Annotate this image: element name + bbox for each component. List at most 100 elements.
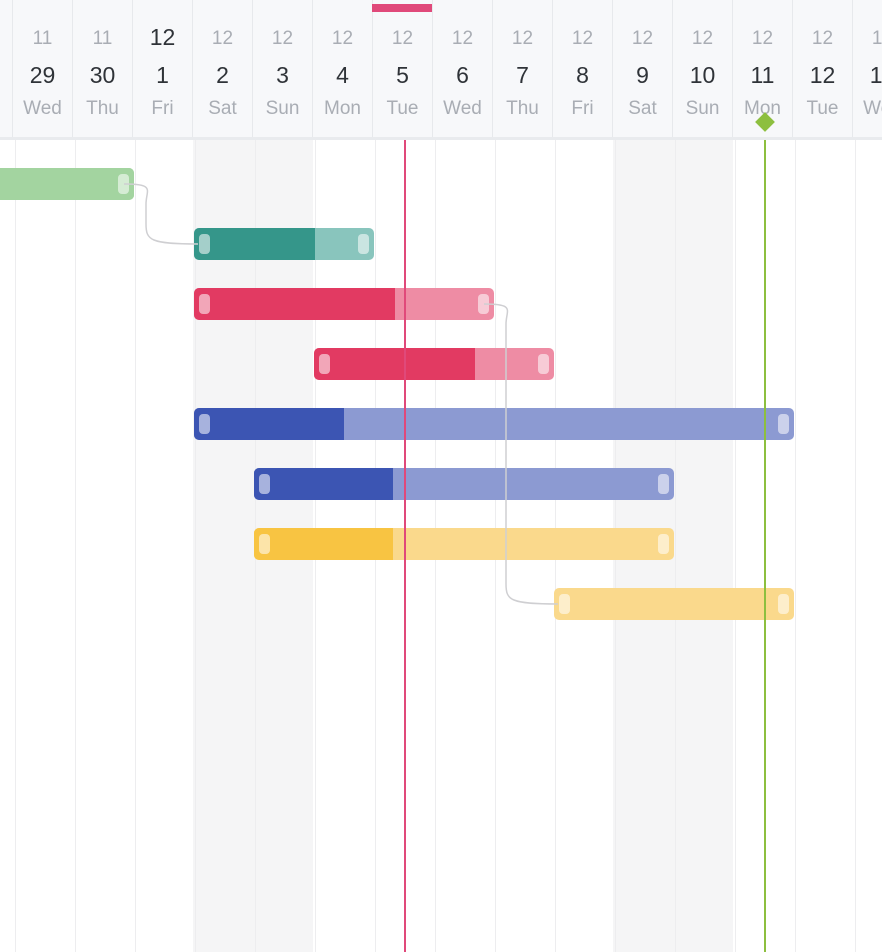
month-label: 12 — [691, 28, 714, 49]
task-bar[interactable] — [0, 168, 134, 200]
weekday-label: Fri — [151, 98, 174, 119]
month-label: 11 — [92, 28, 113, 49]
day-column-12-6: 12 6 Wed — [432, 0, 492, 137]
weekday-label: Thu — [506, 98, 539, 119]
day-column-12-7: 12 7 Thu — [492, 0, 552, 137]
weekday-label: Sat — [208, 98, 237, 119]
task-progress-fill — [254, 468, 393, 500]
day-column-12-3: 12 3 Sun — [252, 0, 312, 137]
month-label: 12 — [149, 24, 176, 50]
task-progress-fill — [254, 528, 393, 560]
date-label: 5 — [396, 62, 409, 88]
weekday-label: Wed — [863, 98, 882, 119]
grid-line — [675, 140, 676, 952]
task-progress-fill — [314, 348, 475, 380]
date-label: 29 — [29, 62, 56, 88]
month-label: 12 — [571, 28, 594, 49]
task-progress-fill — [194, 408, 344, 440]
task-bar[interactable] — [194, 228, 374, 260]
weekday-label: Thu — [86, 98, 119, 119]
task-end-handle[interactable] — [658, 474, 669, 494]
grid-line — [195, 140, 196, 952]
day-column-12-2: 12 2 Sat — [192, 0, 252, 137]
task-progress-fill — [0, 168, 134, 200]
weekday-label: Tue — [386, 98, 419, 119]
task-start-handle[interactable] — [199, 414, 210, 434]
weekday-label: Mon — [744, 98, 781, 119]
month-label: 12 — [391, 28, 414, 49]
grid-line — [855, 140, 856, 952]
task-end-handle[interactable] — [478, 294, 489, 314]
day-column-12-5: 12 5 Tue — [372, 0, 432, 137]
date-label: 3 — [276, 62, 289, 88]
date-label: 13 — [869, 62, 882, 88]
task-bar[interactable] — [554, 588, 794, 620]
date-label: 8 — [576, 62, 589, 88]
day-column-12-8: 12 8 Fri — [552, 0, 612, 137]
grid-line — [15, 140, 16, 952]
task-bar[interactable] — [254, 468, 674, 500]
weekday-label: Tue — [806, 98, 839, 119]
date-label: 11 — [750, 62, 775, 88]
milestone-line — [764, 140, 766, 952]
weekday-label: Sun — [685, 98, 720, 119]
weekday-label: Sat — [628, 98, 657, 119]
task-end-handle[interactable] — [538, 354, 549, 374]
dependency-links — [123, 183, 559, 605]
date-label: 1 — [156, 62, 169, 88]
grid-line — [795, 140, 796, 952]
task-end-handle[interactable] — [358, 234, 369, 254]
task-bar[interactable] — [314, 348, 554, 380]
task-bar[interactable] — [194, 288, 494, 320]
date-label: 9 — [636, 62, 649, 88]
day-column-11-29: 11 29 Wed — [12, 0, 72, 137]
today-marker — [372, 4, 432, 12]
task-progress-fill — [194, 228, 315, 260]
day-column-12-10: 12 10 Sun — [672, 0, 732, 137]
task-end-handle[interactable] — [658, 534, 669, 554]
date-label: 7 — [516, 62, 529, 88]
month-label: 12 — [451, 28, 474, 49]
day-column-12-1: 12 1 Fri — [132, 0, 192, 137]
task-start-handle[interactable] — [319, 354, 330, 374]
month-label: 12 — [631, 28, 654, 49]
month-label: 12 — [751, 28, 774, 49]
dependency-link — [483, 303, 559, 605]
grid-line — [135, 140, 136, 952]
task-start-handle[interactable] — [199, 234, 210, 254]
month-label: 12 — [331, 28, 354, 49]
task-end-handle[interactable] — [778, 594, 789, 614]
date-label: 4 — [336, 62, 349, 88]
weekday-label: Mon — [324, 98, 361, 119]
grid-line — [75, 140, 76, 952]
timeline-header: 11 29 Wed 11 30 Thu 12 1 Fri 12 2 Sat 12 3 Sun 12 4 Mon 12… — [0, 0, 882, 140]
dependency-link — [123, 183, 199, 245]
task-start-handle[interactable] — [259, 534, 270, 554]
task-end-handle[interactable] — [118, 174, 129, 194]
grid-line — [735, 140, 736, 952]
weekday-label: Wed — [443, 98, 482, 119]
task-progress-fill — [194, 288, 395, 320]
today-line — [404, 140, 406, 952]
task-start-handle[interactable] — [199, 294, 210, 314]
weekday-label: Sun — [265, 98, 300, 119]
date-label: 12 — [809, 62, 836, 88]
day-column-12-13: 12 13 Wed — [852, 0, 882, 137]
date-label: 10 — [689, 62, 716, 88]
month-label: 12 — [511, 28, 534, 49]
day-column-12-11: 12 11 Mon — [732, 0, 792, 137]
task-end-handle[interactable] — [778, 414, 789, 434]
date-label: 6 — [456, 62, 469, 88]
day-column-11-30: 11 30 Thu — [72, 0, 132, 137]
task-bar[interactable] — [194, 408, 794, 440]
month-label: 12 — [811, 28, 834, 49]
day-column-12-4: 12 4 Mon — [312, 0, 372, 137]
date-label: 30 — [89, 62, 116, 88]
month-label: 12 — [271, 28, 294, 49]
date-label: 2 — [216, 62, 229, 88]
task-bar[interactable] — [254, 528, 674, 560]
day-column-12-9: 12 9 Sat — [612, 0, 672, 137]
task-start-handle[interactable] — [559, 594, 570, 614]
task-start-handle[interactable] — [259, 474, 270, 494]
